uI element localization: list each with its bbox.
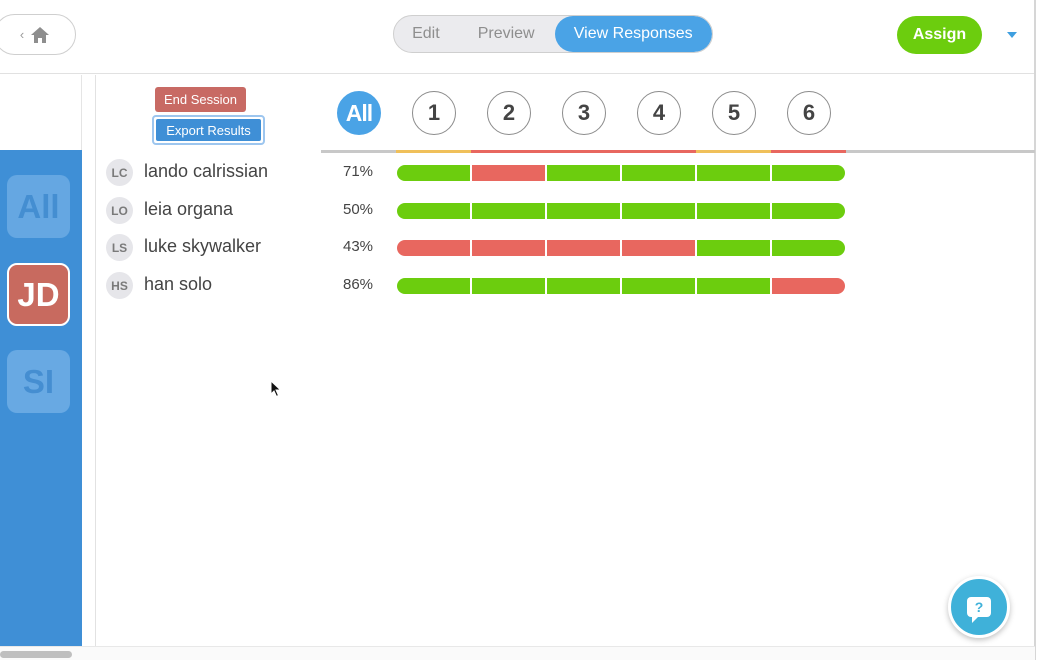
- student-result-bar: [397, 165, 845, 181]
- back-home-button[interactable]: ‹: [0, 14, 76, 55]
- sidebar-item-label: All: [17, 187, 60, 225]
- answer-cell-q6[interactable]: [772, 165, 845, 181]
- student-score: 43%: [343, 238, 374, 255]
- student-row[interactable]: LC lando calrissian 71%: [96, 152, 856, 188]
- help-chat-icon: ?: [967, 597, 991, 623]
- question-filter-2[interactable]: 2: [487, 91, 531, 135]
- student-result-bar: [397, 240, 845, 256]
- answer-cell-q3[interactable]: [547, 203, 622, 219]
- answer-cell-q1[interactable]: [397, 240, 472, 256]
- sidebar-item-jd[interactable]: JD: [7, 263, 70, 326]
- tab-preview[interactable]: Preview: [477, 25, 535, 42]
- student-name: lando calrissian: [144, 161, 269, 181]
- answer-cell-q4[interactable]: [622, 240, 697, 256]
- answer-cell-q5[interactable]: [697, 240, 772, 256]
- student-row[interactable]: HS han solo 86%: [96, 265, 856, 301]
- chevron-left-icon: ‹: [19, 27, 25, 42]
- mouse-pointer-icon: [270, 380, 282, 398]
- answer-cell-q2[interactable]: [472, 203, 547, 219]
- answer-cell-q5[interactable]: [697, 203, 772, 219]
- assign-button[interactable]: Assign: [897, 16, 982, 54]
- student-score: 71%: [343, 163, 374, 180]
- tab-edit[interactable]: Edit: [412, 25, 440, 42]
- answer-cell-q1[interactable]: [397, 278, 472, 294]
- answer-cell-q4[interactable]: [622, 165, 697, 181]
- student-score: 86%: [343, 276, 374, 293]
- answer-cell-q2[interactable]: [472, 240, 547, 256]
- sidebar-item-all[interactable]: All: [7, 175, 70, 238]
- question-filter-1[interactable]: 1: [412, 91, 456, 135]
- answer-cell-q6[interactable]: [772, 203, 845, 219]
- answer-cell-q2[interactable]: [472, 278, 547, 294]
- export-results-button[interactable]: Export Results: [152, 115, 265, 145]
- sidebar-header: [0, 75, 82, 150]
- answer-cell-q1[interactable]: [397, 165, 472, 181]
- answer-cell-q1[interactable]: [397, 203, 472, 219]
- view-mode-tabs: Edit Preview View Responses: [393, 15, 713, 53]
- column-status-segment: [396, 150, 471, 153]
- answer-cell-q5[interactable]: [697, 278, 772, 294]
- assign-dropdown-chevron-down-icon[interactable]: [1007, 32, 1017, 38]
- sidebar-item-label: SI: [22, 362, 55, 400]
- answer-cell-q5[interactable]: [697, 165, 772, 181]
- question-filter-4[interactable]: 4: [637, 91, 681, 135]
- help-button[interactable]: ?: [948, 576, 1010, 638]
- answer-cell-q6[interactable]: [772, 240, 845, 256]
- tab-view-responses[interactable]: View Responses: [554, 16, 712, 52]
- results-header-line: [321, 150, 1035, 153]
- student-name: luke skywalker: [144, 236, 262, 256]
- question-filter-all[interactable]: All: [337, 91, 381, 135]
- answer-cell-q3[interactable]: [547, 278, 622, 294]
- student-name: han solo: [144, 274, 213, 294]
- student-avatar: LO: [106, 197, 133, 224]
- answer-cell-q6[interactable]: [772, 278, 845, 294]
- scrollbar-thumb[interactable]: [0, 651, 72, 658]
- column-status-segment: [696, 150, 771, 153]
- answer-cell-q4[interactable]: [622, 278, 697, 294]
- answer-cell-q3[interactable]: [547, 165, 622, 181]
- question-filter-3[interactable]: 3: [562, 91, 606, 135]
- end-session-button[interactable]: End Session: [155, 87, 246, 112]
- column-status-segment: [771, 150, 846, 153]
- student-avatar: LC: [106, 159, 133, 186]
- student-avatar: LS: [106, 234, 133, 261]
- answer-cell-q4[interactable]: [622, 203, 697, 219]
- column-status-segment: [546, 150, 621, 153]
- student-name: leia organa: [144, 199, 234, 219]
- window-edge: [1034, 0, 1036, 660]
- student-result-bar: [397, 203, 845, 219]
- student-row[interactable]: LS luke skywalker 43%: [96, 227, 856, 263]
- sidebar-item-si[interactable]: SI: [7, 350, 70, 413]
- home-icon: [31, 26, 50, 43]
- answer-cell-q3[interactable]: [547, 240, 622, 256]
- student-result-bar: [397, 278, 845, 294]
- divider: [95, 75, 96, 646]
- student-score: 50%: [343, 201, 374, 218]
- question-filter-5[interactable]: 5: [712, 91, 756, 135]
- student-row[interactable]: LO leia organa 50%: [96, 190, 856, 226]
- answer-cell-q2[interactable]: [472, 165, 547, 181]
- question-filter-6[interactable]: 6: [787, 91, 831, 135]
- export-results-label: Export Results: [156, 119, 261, 141]
- sidebar-item-label: JD: [17, 275, 60, 313]
- horizontal-scrollbar[interactable]: [0, 646, 1035, 660]
- class-sidebar: All JD SI: [0, 150, 82, 646]
- help-symbol: ?: [974, 599, 984, 615]
- column-status-segment: [471, 150, 546, 153]
- column-status-segment: [621, 150, 696, 153]
- top-bar: ‹ Edit Preview View Responses Assign: [0, 0, 1035, 74]
- student-avatar: HS: [106, 272, 133, 299]
